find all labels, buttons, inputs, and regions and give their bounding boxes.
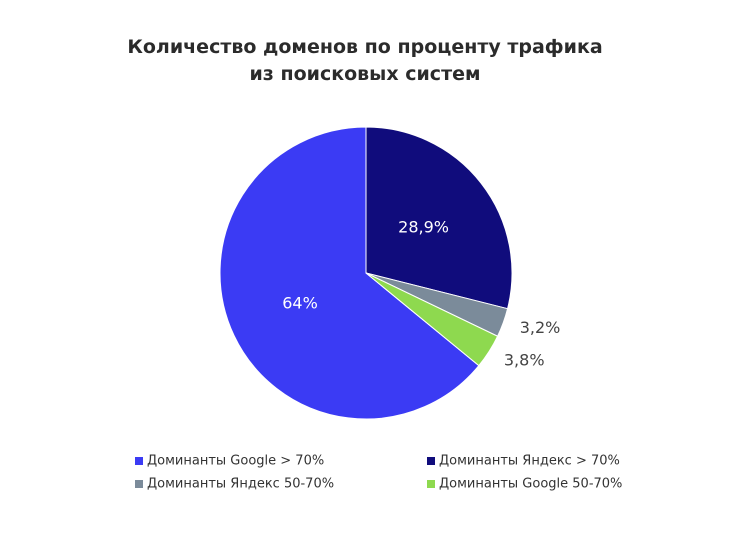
pie-slice: [365, 272, 499, 367]
legend-label: Доминанты Яндекс > 70%: [439, 454, 620, 469]
legend-swatch: [135, 480, 143, 488]
legend-swatch: [135, 457, 143, 465]
data-label: 64%: [282, 294, 318, 313]
legend-swatch: [427, 480, 435, 488]
data-label: 28,9%: [398, 218, 449, 237]
legend-label: Доминанты Google > 70%: [147, 454, 324, 469]
legend-label: Доминанты Google 50-70%: [439, 477, 622, 492]
chart-title: Количество доменов по проценту трафика и…: [127, 36, 603, 85]
pie-slice: [219, 126, 480, 420]
data-label: 3,2%: [520, 318, 561, 337]
pie-slice: [365, 126, 513, 310]
legend-label: Доминанты Яндекс 50-70%: [147, 477, 334, 492]
legend-swatch: [427, 457, 435, 465]
data-label: 3,8%: [504, 350, 545, 369]
